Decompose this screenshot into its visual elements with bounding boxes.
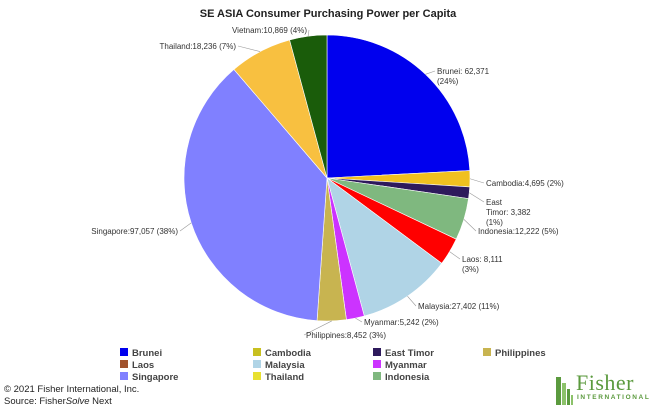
legend-item-thailand: Thailand — [253, 372, 304, 383]
leader-lines — [179, 29, 485, 336]
legend-label: Brunei — [132, 348, 162, 359]
legend-swatch — [253, 372, 261, 380]
logo-mark-icon — [556, 377, 573, 405]
pie-slice-vietnam — [289, 34, 328, 179]
legend-item-philippines: Philippines — [483, 348, 546, 359]
slice-label-myanmar: Myanmar:5,242 (2%) — [364, 318, 439, 327]
legend-label: Singapore — [132, 372, 178, 383]
leader-line-east-timor — [469, 192, 485, 203]
legend-item-laos: Laos — [120, 360, 154, 371]
logo-wordmark: Fisher — [576, 370, 634, 395]
chart-title: SE ASIA Consumer Purchasing Power per Ca… — [200, 8, 457, 20]
copyright-text: © 2021 Fisher International, Inc. — [4, 384, 140, 395]
source-prefix: Source: Fisher — [4, 396, 66, 407]
legend-item-cambodia: Cambodia — [253, 348, 312, 359]
slice-label-laos: Laos: 8,111 (3%) — [462, 255, 503, 274]
leader-line-philippines — [303, 320, 332, 336]
legend-item-singapore: Singapore — [120, 372, 178, 383]
slice-label-vietnam: Vietnam:10,869 (4%) — [232, 26, 307, 35]
legend-swatch — [373, 360, 381, 368]
leader-line-myanmar — [355, 317, 363, 323]
source-text: Source: FisherSolve Next — [4, 396, 112, 408]
slice-label-brunei: Brunei: 62,371 (24%) — [437, 67, 490, 86]
slice-label-cambodia: Cambodia:4,695 (2%) — [486, 179, 564, 188]
leader-line-thailand — [237, 45, 261, 52]
slice-label-indonesia: Indonesia:12,222 (5%) — [478, 227, 559, 236]
leader-line-malaysia — [407, 296, 417, 307]
legend-label: Cambodia — [265, 348, 312, 359]
legend-label: Malaysia — [265, 360, 305, 371]
legend-label: Indonesia — [385, 372, 430, 383]
leader-line-vietnam — [307, 29, 310, 37]
legend-label: East Timor — [385, 348, 434, 359]
slice-label-thailand: Thailand:18,236 (7%) — [160, 42, 237, 51]
legend-item-myanmar: Myanmar — [373, 360, 427, 371]
legend-swatch — [120, 348, 128, 356]
leader-line-indonesia — [463, 219, 477, 232]
slice-labels: Brunei: 62,371 (24%) Cambodia:4,695 (2%) Ea… — [91, 26, 564, 340]
slice-label-philippines: Philippines:8,452 (3%) — [306, 331, 386, 340]
legend-item-brunei: Brunei — [120, 348, 162, 359]
slice-label-malaysia: Malaysia:27,402 (11%) — [418, 302, 500, 311]
legend-label: Thailand — [265, 372, 304, 383]
legend-swatch — [120, 372, 128, 380]
legend-label: Myanmar — [385, 360, 427, 371]
leader-line-singapore — [179, 222, 192, 232]
logo-subtitle: INTERNATIONAL — [577, 394, 651, 401]
leader-line-brunei — [425, 70, 436, 75]
legend-item-indonesia: Indonesia — [373, 372, 430, 383]
pie-slice-malaysia — [326, 177, 443, 317]
pie-slice-brunei — [326, 34, 471, 179]
legend-item-malaysia: Malaysia — [253, 360, 305, 371]
leader-line-cambodia — [469, 178, 485, 184]
legend-label: Philippines — [495, 348, 546, 359]
legend-swatch — [373, 348, 381, 356]
slice-label-singapore: Singapore:97,057 (38%) — [91, 227, 178, 236]
legend-item-east-timor: East Timor — [373, 348, 434, 359]
slice-label-east-timor: East Timor: 3,382 (1%) — [486, 198, 531, 227]
legend-swatch — [373, 372, 381, 380]
leader-line-laos — [449, 251, 461, 260]
legend-swatch — [253, 348, 261, 356]
pie-slices — [183, 34, 471, 322]
legend-label: Laos — [132, 360, 154, 371]
fisher-logo: Fisher INTERNATIONAL — [556, 370, 651, 406]
source-suffix: Next — [89, 396, 112, 407]
legend-swatch — [253, 360, 261, 368]
legend-swatch — [120, 360, 128, 368]
source-italic: Solve — [65, 396, 90, 407]
legend-swatch — [483, 348, 491, 356]
pie-slice-singapore — [183, 69, 328, 321]
